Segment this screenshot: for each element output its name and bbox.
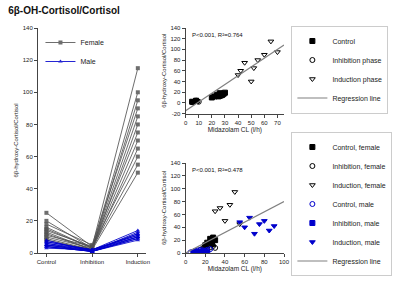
- svg-text:80: 80: [174, 57, 181, 63]
- svg-text:Control, female: Control, female: [332, 144, 380, 151]
- svg-text:6β-hydroxy-Cortisol/Cortisol: 6β-hydroxy-Cortisol/Cortisol: [13, 103, 19, 177]
- svg-text:0: 0: [184, 259, 188, 265]
- svg-text:Midazolam CL (l/h): Midazolam CL (l/h): [208, 126, 262, 134]
- svg-text:Male: Male: [80, 58, 95, 65]
- svg-text:Inhibition phase: Inhibition phase: [332, 57, 381, 65]
- svg-text:Induction, male: Induction, male: [332, 239, 380, 246]
- svg-text:100: 100: [170, 46, 181, 52]
- svg-text:0: 0: [177, 100, 181, 106]
- svg-text:Control: Control: [37, 259, 56, 265]
- svg-text:P<0.001, R²=0.478: P<0.001, R²=0.478: [192, 167, 243, 173]
- svg-text:0: 0: [184, 120, 188, 126]
- svg-text:10: 10: [195, 120, 202, 126]
- svg-text:20: 20: [208, 120, 215, 126]
- svg-text:40: 40: [235, 120, 242, 126]
- svg-text:60: 60: [261, 120, 268, 126]
- svg-text:20: 20: [26, 218, 33, 224]
- svg-text:0: 0: [177, 250, 181, 256]
- svg-text:Induction, female: Induction, female: [332, 182, 385, 189]
- svg-text:Inhibition: Inhibition: [80, 259, 104, 265]
- svg-text:20: 20: [202, 259, 209, 265]
- svg-text:40: 40: [26, 186, 33, 192]
- svg-text:Female: Female: [80, 39, 103, 46]
- svg-text:80: 80: [174, 199, 181, 205]
- svg-text:Regression line: Regression line: [332, 95, 380, 103]
- svg-text:0: 0: [29, 250, 33, 256]
- svg-text:Regression line: Regression line: [332, 258, 380, 266]
- svg-text:140: 140: [23, 25, 34, 31]
- svg-text:40: 40: [222, 259, 229, 265]
- svg-text:100: 100: [170, 186, 181, 192]
- svg-text:60: 60: [241, 259, 248, 265]
- svg-text:120: 120: [170, 173, 181, 179]
- svg-text:Control: Control: [332, 38, 355, 45]
- svg-text:140: 140: [170, 160, 181, 166]
- svg-text:Induction: Induction: [126, 259, 150, 265]
- svg-text:60: 60: [174, 212, 181, 218]
- svg-text:-20: -20: [172, 111, 181, 117]
- svg-text:30: 30: [222, 120, 229, 126]
- svg-text:60: 60: [26, 154, 33, 160]
- svg-text:120: 120: [170, 36, 181, 42]
- svg-text:Midazolam CL (l/h): Midazolam CL (l/h): [208, 265, 262, 273]
- svg-text:Inhibition, female: Inhibition, female: [332, 163, 385, 170]
- svg-text:80: 80: [261, 259, 268, 265]
- svg-text:20: 20: [174, 89, 181, 95]
- svg-text:Control, male: Control, male: [332, 201, 374, 208]
- svg-text:50: 50: [248, 120, 255, 126]
- svg-text:Inhibition, male: Inhibition, male: [332, 220, 379, 227]
- svg-text:60: 60: [174, 68, 181, 74]
- svg-text:6β-hydroxy-Cortisol/Cortisol: 6β-hydroxy-Cortisol/Cortisol: [161, 171, 167, 245]
- svg-text:80: 80: [26, 122, 33, 128]
- svg-text:140: 140: [170, 25, 181, 31]
- svg-text:70: 70: [274, 120, 281, 126]
- svg-text:120: 120: [23, 57, 34, 63]
- svg-text:100: 100: [23, 89, 34, 95]
- svg-text:6β-OH-Cortisol/Cortisol: 6β-OH-Cortisol/Cortisol: [8, 5, 120, 16]
- svg-text:20: 20: [174, 237, 181, 243]
- svg-text:Induction phase: Induction phase: [332, 76, 382, 84]
- svg-text:40: 40: [174, 224, 181, 230]
- svg-text:100: 100: [279, 259, 290, 265]
- svg-text:40: 40: [174, 79, 181, 85]
- svg-text:6β-hydroxy-Cortisol/Cortisol: 6β-hydroxy-Cortisol/Cortisol: [161, 34, 167, 108]
- svg-text:P<0.001, R²=0.764: P<0.001, R²=0.764: [192, 32, 243, 38]
